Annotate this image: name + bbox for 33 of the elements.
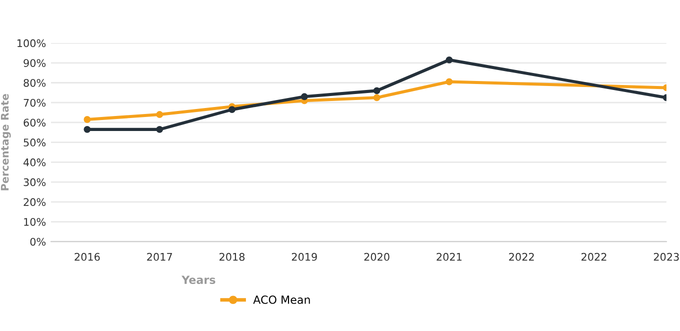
x-tick-label: 2016	[74, 252, 100, 261]
x-tick-label: 2022	[509, 252, 534, 261]
y-tick-label: 60%	[24, 118, 46, 127]
y-tick-label: 70%	[24, 98, 46, 107]
point	[156, 126, 164, 133]
y-tick-label: 20%	[24, 198, 46, 206]
y-tick-label: 80%	[24, 78, 46, 87]
y-tick-label: 50%	[24, 138, 46, 146]
point	[84, 126, 91, 133]
y-tick-label: 100%	[18, 39, 46, 48]
point	[446, 78, 453, 86]
point	[373, 94, 380, 102]
point	[446, 56, 453, 64]
x-tick-label: 2022	[582, 252, 606, 261]
y-tick-label: 0%	[30, 238, 46, 246]
y-axis-title: Percentage Rate	[0, 94, 11, 190]
point	[373, 87, 380, 94]
x-tick-label: 2017	[147, 252, 172, 261]
y-tick-label: 30%	[24, 178, 46, 186]
x-tick-label: 2021	[436, 252, 462, 261]
y-tick-label: 10%	[24, 218, 46, 226]
point	[84, 116, 91, 123]
point	[300, 93, 308, 100]
point	[228, 106, 236, 114]
y-tick-label: 40%	[23, 158, 46, 166]
x-tick-label: 2020	[364, 252, 390, 261]
x-tick-label: 2023	[654, 252, 679, 261]
x-tick-label: 2019	[292, 252, 317, 261]
x-axis-title: Years	[182, 276, 216, 284]
x-tick-label: 2018	[220, 252, 245, 261]
legend-label: ACO Mean	[253, 296, 310, 304]
y-tick-label: 90%	[24, 59, 46, 67]
point	[156, 111, 164, 118]
